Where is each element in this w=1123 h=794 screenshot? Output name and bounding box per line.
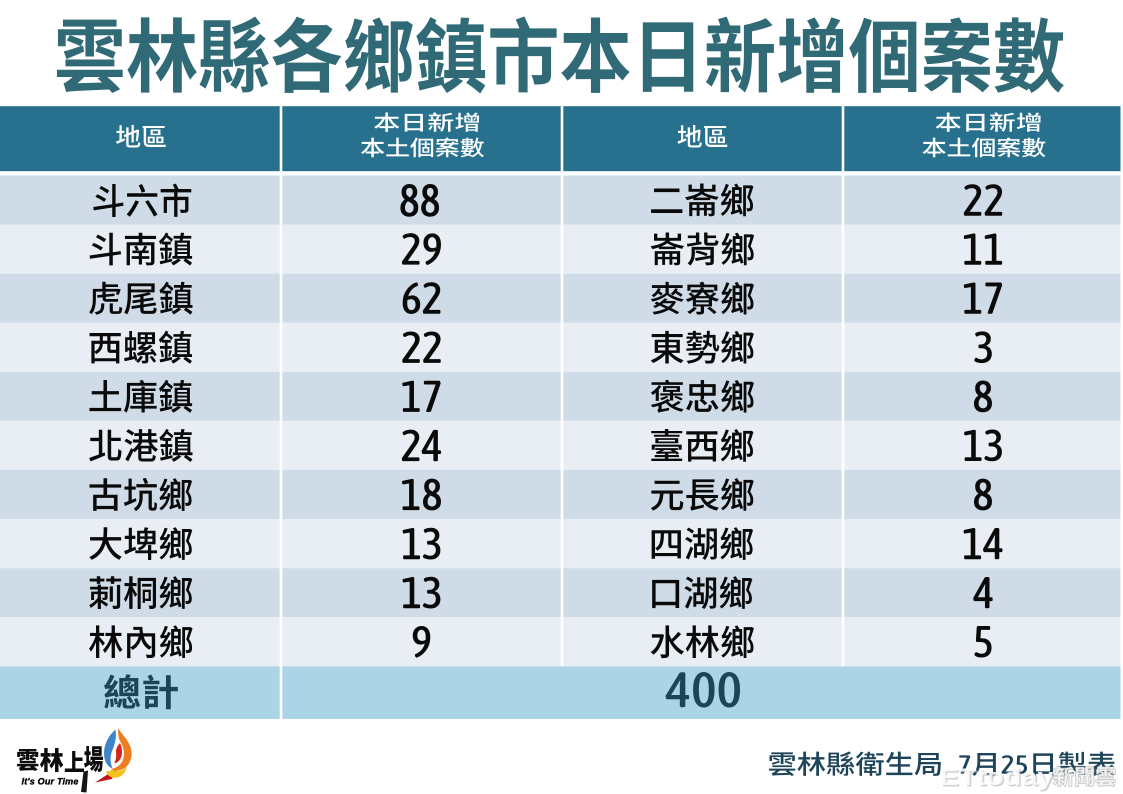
svg-text:ETtoday: ETtoday xyxy=(941,766,1056,793)
svg-text:ETtoday: ETtoday xyxy=(940,764,1055,791)
svg-text:It's Our Time: It's Our Time xyxy=(22,777,79,787)
